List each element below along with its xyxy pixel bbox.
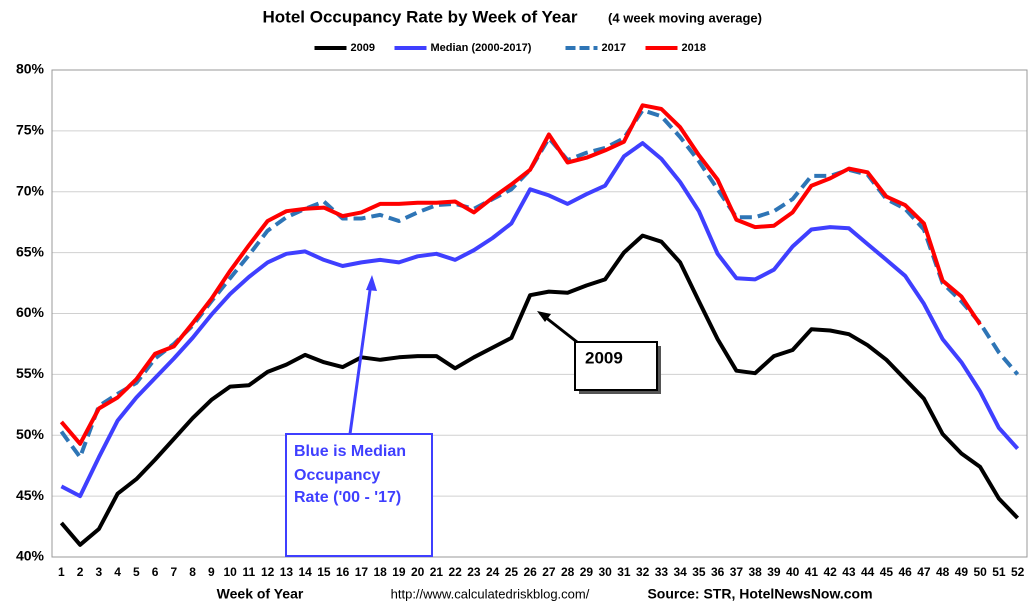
x-tick-label: 29 [580, 565, 594, 579]
annotation-text: Blue is Median [294, 443, 406, 460]
x-tick-label: 50 [973, 565, 987, 579]
x-tick-label: 48 [936, 565, 950, 579]
x-tick-label: 6 [152, 565, 159, 579]
legend-label: 2009 [351, 42, 375, 54]
y-tick-label: 70% [16, 182, 45, 198]
x-tick-label: 20 [411, 565, 425, 579]
x-tick-label: 11 [243, 565, 256, 579]
x-tick-label: 7 [171, 565, 178, 579]
x-tick-label: 22 [448, 565, 462, 579]
x-tick-label: 45 [880, 565, 894, 579]
x-tick-label: 16 [336, 565, 350, 579]
x-tick-label: 19 [392, 565, 406, 579]
arrow-head [366, 275, 377, 291]
x-tick-label: 3 [96, 565, 103, 579]
chart-subtitle: (4 week moving average) [608, 10, 762, 25]
x-tick-label: 32 [636, 565, 650, 579]
arrow-head [537, 311, 551, 322]
x-tick-label: 38 [748, 565, 762, 579]
x-tick-label: 5 [133, 565, 140, 579]
x-tick-label: 13 [280, 565, 294, 579]
source-url: http://www.calculatedriskblog.com/ [391, 586, 590, 601]
y-tick-label: 55% [16, 365, 45, 381]
x-tick-label: 27 [542, 565, 556, 579]
annotation-median: Blue is Median Occupancy Rate ('00 - '17… [285, 275, 433, 557]
x-tick-label: 12 [261, 565, 275, 579]
y-tick-label: 45% [16, 487, 45, 503]
series-line [59, 233, 1020, 547]
x-tick-label: 25 [505, 565, 519, 579]
x-tick-label: 35 [692, 565, 706, 579]
x-tick-label: 30 [598, 565, 612, 579]
annotation-2009: 2009 [537, 311, 661, 394]
x-tick-label: 34 [673, 565, 687, 579]
x-tick-label: 2 [77, 565, 84, 579]
x-tick-label: 17 [355, 565, 369, 579]
arrow [348, 282, 373, 435]
x-tick-label: 40 [786, 565, 800, 579]
x-tick-label: 42 [823, 565, 837, 579]
y-tick-label: 80% [16, 61, 45, 77]
y-tick-label: 40% [16, 548, 45, 564]
x-tick-label: 37 [730, 565, 744, 579]
x-tick-label: 24 [486, 565, 500, 579]
annotation-text: 2009 [585, 348, 623, 367]
y-tick-label: 60% [16, 304, 45, 320]
legend-label: 2018 [682, 42, 706, 54]
x-tick-label: 49 [955, 565, 969, 579]
x-tick-label: 36 [711, 565, 725, 579]
x-tick-label: 47 [917, 565, 931, 579]
x-tick-label: 33 [655, 565, 669, 579]
y-tick-label: 75% [16, 122, 45, 138]
x-tick-label: 26 [523, 565, 537, 579]
x-tick-label: 39 [767, 565, 781, 579]
x-tick-label: 44 [861, 565, 875, 579]
series-line [59, 103, 982, 446]
x-tick-label: 10 [223, 565, 237, 579]
box [574, 341, 658, 391]
legend-label: 2017 [602, 42, 626, 54]
x-tick-label: 14 [298, 565, 312, 579]
annotation-text: Rate ('00 - '17) [294, 489, 401, 506]
x-tick-label: 51 [992, 565, 1006, 579]
annotation-text: Occupancy [294, 467, 380, 484]
x-tick-label: 1 [58, 565, 65, 579]
x-tick-label: 8 [189, 565, 196, 579]
x-tick-label: 18 [373, 565, 387, 579]
x-tick-label: 46 [898, 565, 912, 579]
series-line [60, 141, 1020, 499]
x-tick-label: 43 [842, 565, 856, 579]
x-tick-label: 15 [317, 565, 331, 579]
x-tick-label: 31 [617, 565, 631, 579]
x-tick-label: 52 [1011, 565, 1025, 579]
x-tick-label: 23 [467, 565, 481, 579]
x-tick-label: 28 [561, 565, 575, 579]
plot-area: 40%45%50%55%60%65%70%75%80%1 2 3 4 5 6 7 8 9 10 11… [16, 61, 1028, 579]
box [285, 433, 433, 557]
source: Source: STR, HotelNewsNow.com [647, 586, 872, 602]
x-tick-label: 4 [114, 565, 121, 579]
x-tick-label: 21 [430, 565, 444, 579]
y-tick-label: 50% [16, 426, 45, 442]
legend-label: Median (2000-2017) [431, 42, 532, 54]
x-tick-label: 9 [208, 565, 215, 579]
plot-border [51, 69, 1028, 558]
x-axis-label: Week of Year [217, 586, 304, 602]
x-tick-label: 41 [805, 565, 819, 579]
y-tick-label: 65% [16, 243, 45, 259]
chart-title: Hotel Occupancy Rate by Week of Year [263, 7, 578, 26]
